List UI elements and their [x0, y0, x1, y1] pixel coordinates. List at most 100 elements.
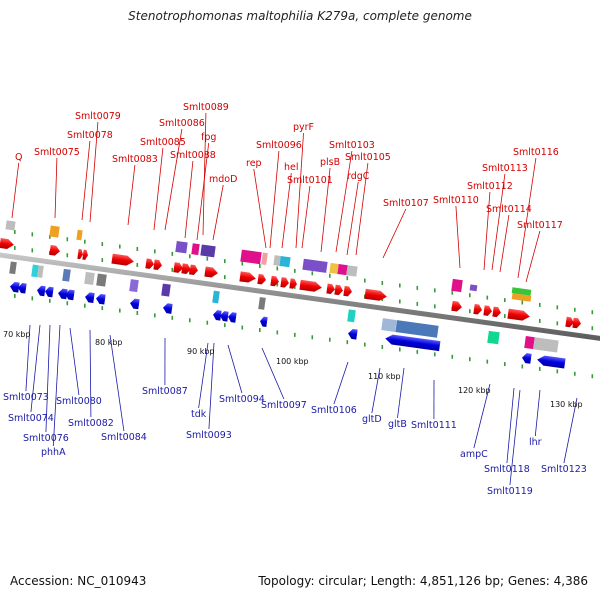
- gene-label-forward: Smlt0078: [67, 130, 113, 141]
- tick-row-lower: [154, 313, 156, 318]
- tick-row-lower: [241, 325, 244, 330]
- leader-line-reverse: [45, 324, 51, 433]
- scale-label: 120 kbp: [458, 386, 491, 395]
- misc-feature: [37, 265, 44, 278]
- gene-label-forward: Smlt0086: [159, 118, 205, 129]
- leader-line-reverse: [89, 329, 92, 418]
- tick-row-outer: [591, 310, 594, 315]
- gene-label-reverse: Smlt0087: [142, 386, 188, 397]
- tick-row-inner: [14, 245, 16, 250]
- tick-row-outer: [451, 290, 454, 295]
- leader-line-reverse: [227, 344, 243, 394]
- tick-row-outer: [66, 237, 69, 242]
- gene-reverse: [65, 289, 75, 301]
- misc-feature: [240, 249, 262, 265]
- leader-line-forward: [81, 140, 91, 221]
- tick-row-inner: [416, 301, 419, 306]
- tick-row-lower: [381, 345, 384, 350]
- gene-label-reverse: Smlt0082: [68, 418, 114, 429]
- tick-row-lower: [276, 330, 279, 335]
- tick-row-lower: [136, 310, 139, 315]
- tick-row-lower: [224, 323, 226, 328]
- tick-row-outer: [381, 281, 384, 286]
- leader-line-reverse: [371, 367, 381, 414]
- leader-line-forward: [455, 205, 461, 269]
- tick-row-lower: [521, 364, 524, 369]
- tick-row-lower: [31, 296, 34, 301]
- leader-line-reverse: [52, 324, 61, 447]
- leader-line-reverse: [534, 389, 541, 437]
- tick-row-lower: [206, 320, 209, 325]
- tick-row-inner: [556, 321, 559, 326]
- misc-feature: [395, 320, 439, 338]
- gene-forward: [299, 279, 322, 292]
- gene-reverse: [163, 303, 173, 314]
- gene-label-forward: rep: [246, 158, 262, 169]
- leader-line-reverse: [563, 397, 578, 464]
- tick-row-lower: [189, 318, 191, 323]
- leader-line-forward: [301, 185, 311, 249]
- misc-feature: [258, 297, 266, 310]
- leader-line-reverse: [69, 327, 80, 396]
- tick-row-outer: [49, 234, 51, 239]
- gene-label-forward: Smlt0105: [345, 152, 391, 163]
- leader-line-forward: [89, 121, 99, 223]
- gene-label-forward: Smlt0085: [140, 137, 186, 148]
- tick-row-outer: [206, 256, 209, 261]
- gene-forward: [173, 262, 183, 273]
- gene-label-reverse: Smlt0076: [23, 433, 69, 444]
- tick-row-outer: [504, 298, 506, 303]
- gene-label-forward: Smlt0101: [287, 175, 333, 186]
- leader-line-forward: [11, 162, 20, 219]
- leader-line-forward: [320, 167, 331, 253]
- tick-row-lower: [101, 306, 104, 311]
- tick-row-lower: [119, 308, 121, 313]
- gene-label-forward: Smlt0083: [112, 154, 158, 165]
- tick-row-outer: [259, 264, 261, 269]
- tick-row-outer: [294, 268, 296, 273]
- gene-label-reverse: Smlt0080: [56, 396, 102, 407]
- tick-row-outer: [311, 271, 314, 276]
- leader-line-forward: [355, 162, 369, 256]
- gene-reverse: [45, 286, 54, 298]
- tick-row-outer: [329, 273, 331, 278]
- gene-label-reverse: tdk: [191, 409, 207, 420]
- leader-line-forward: [295, 132, 304, 249]
- gene-label-reverse: Smlt0093: [186, 430, 232, 441]
- tick-row-lower: [364, 342, 366, 347]
- misc-feature: [533, 337, 559, 353]
- leader-line-forward: [281, 172, 292, 249]
- gene-forward: [572, 317, 581, 329]
- gene-label-reverse: Smlt0074: [8, 413, 54, 424]
- tick-row-lower: [504, 362, 506, 367]
- leader-line-reverse: [333, 361, 349, 405]
- scale-label: 90 kbp: [187, 347, 215, 356]
- gene-forward: [145, 258, 154, 269]
- gene-label-forward: Smlt0088: [170, 150, 216, 161]
- tick-row-lower: [574, 371, 576, 376]
- leader-line-reverse: [30, 324, 41, 413]
- tick-row-lower: [451, 354, 454, 359]
- gene-label-reverse: Smlt0118: [484, 464, 530, 475]
- scale-label: 130 kbp: [550, 400, 583, 409]
- leader-line-reverse: [198, 342, 209, 409]
- leader-line-forward: [346, 181, 359, 256]
- gene-forward: [451, 300, 462, 312]
- gene-label-forward: Smlt0114: [486, 204, 532, 215]
- gene-label-forward: Smlt0110: [433, 195, 479, 206]
- tick-row-lower: [171, 315, 174, 320]
- gene-label-forward: Smlt0103: [329, 140, 375, 151]
- misc-feature: [451, 278, 463, 293]
- gene-label-forward: Smlt0089: [183, 102, 229, 113]
- gene-label-forward: rdgC: [347, 171, 370, 182]
- tick-row-inner: [469, 309, 471, 314]
- misc-feature: [469, 284, 478, 292]
- leader-line-reverse: [397, 367, 405, 419]
- leader-line-forward: [212, 184, 224, 241]
- misc-feature: [273, 255, 281, 266]
- gene-forward: [239, 271, 256, 283]
- leader-line-reverse: [506, 387, 515, 464]
- leader-line-forward: [184, 160, 194, 239]
- tick-row-outer: [276, 266, 279, 271]
- gene-label-reverse: Smlt0123: [541, 464, 587, 475]
